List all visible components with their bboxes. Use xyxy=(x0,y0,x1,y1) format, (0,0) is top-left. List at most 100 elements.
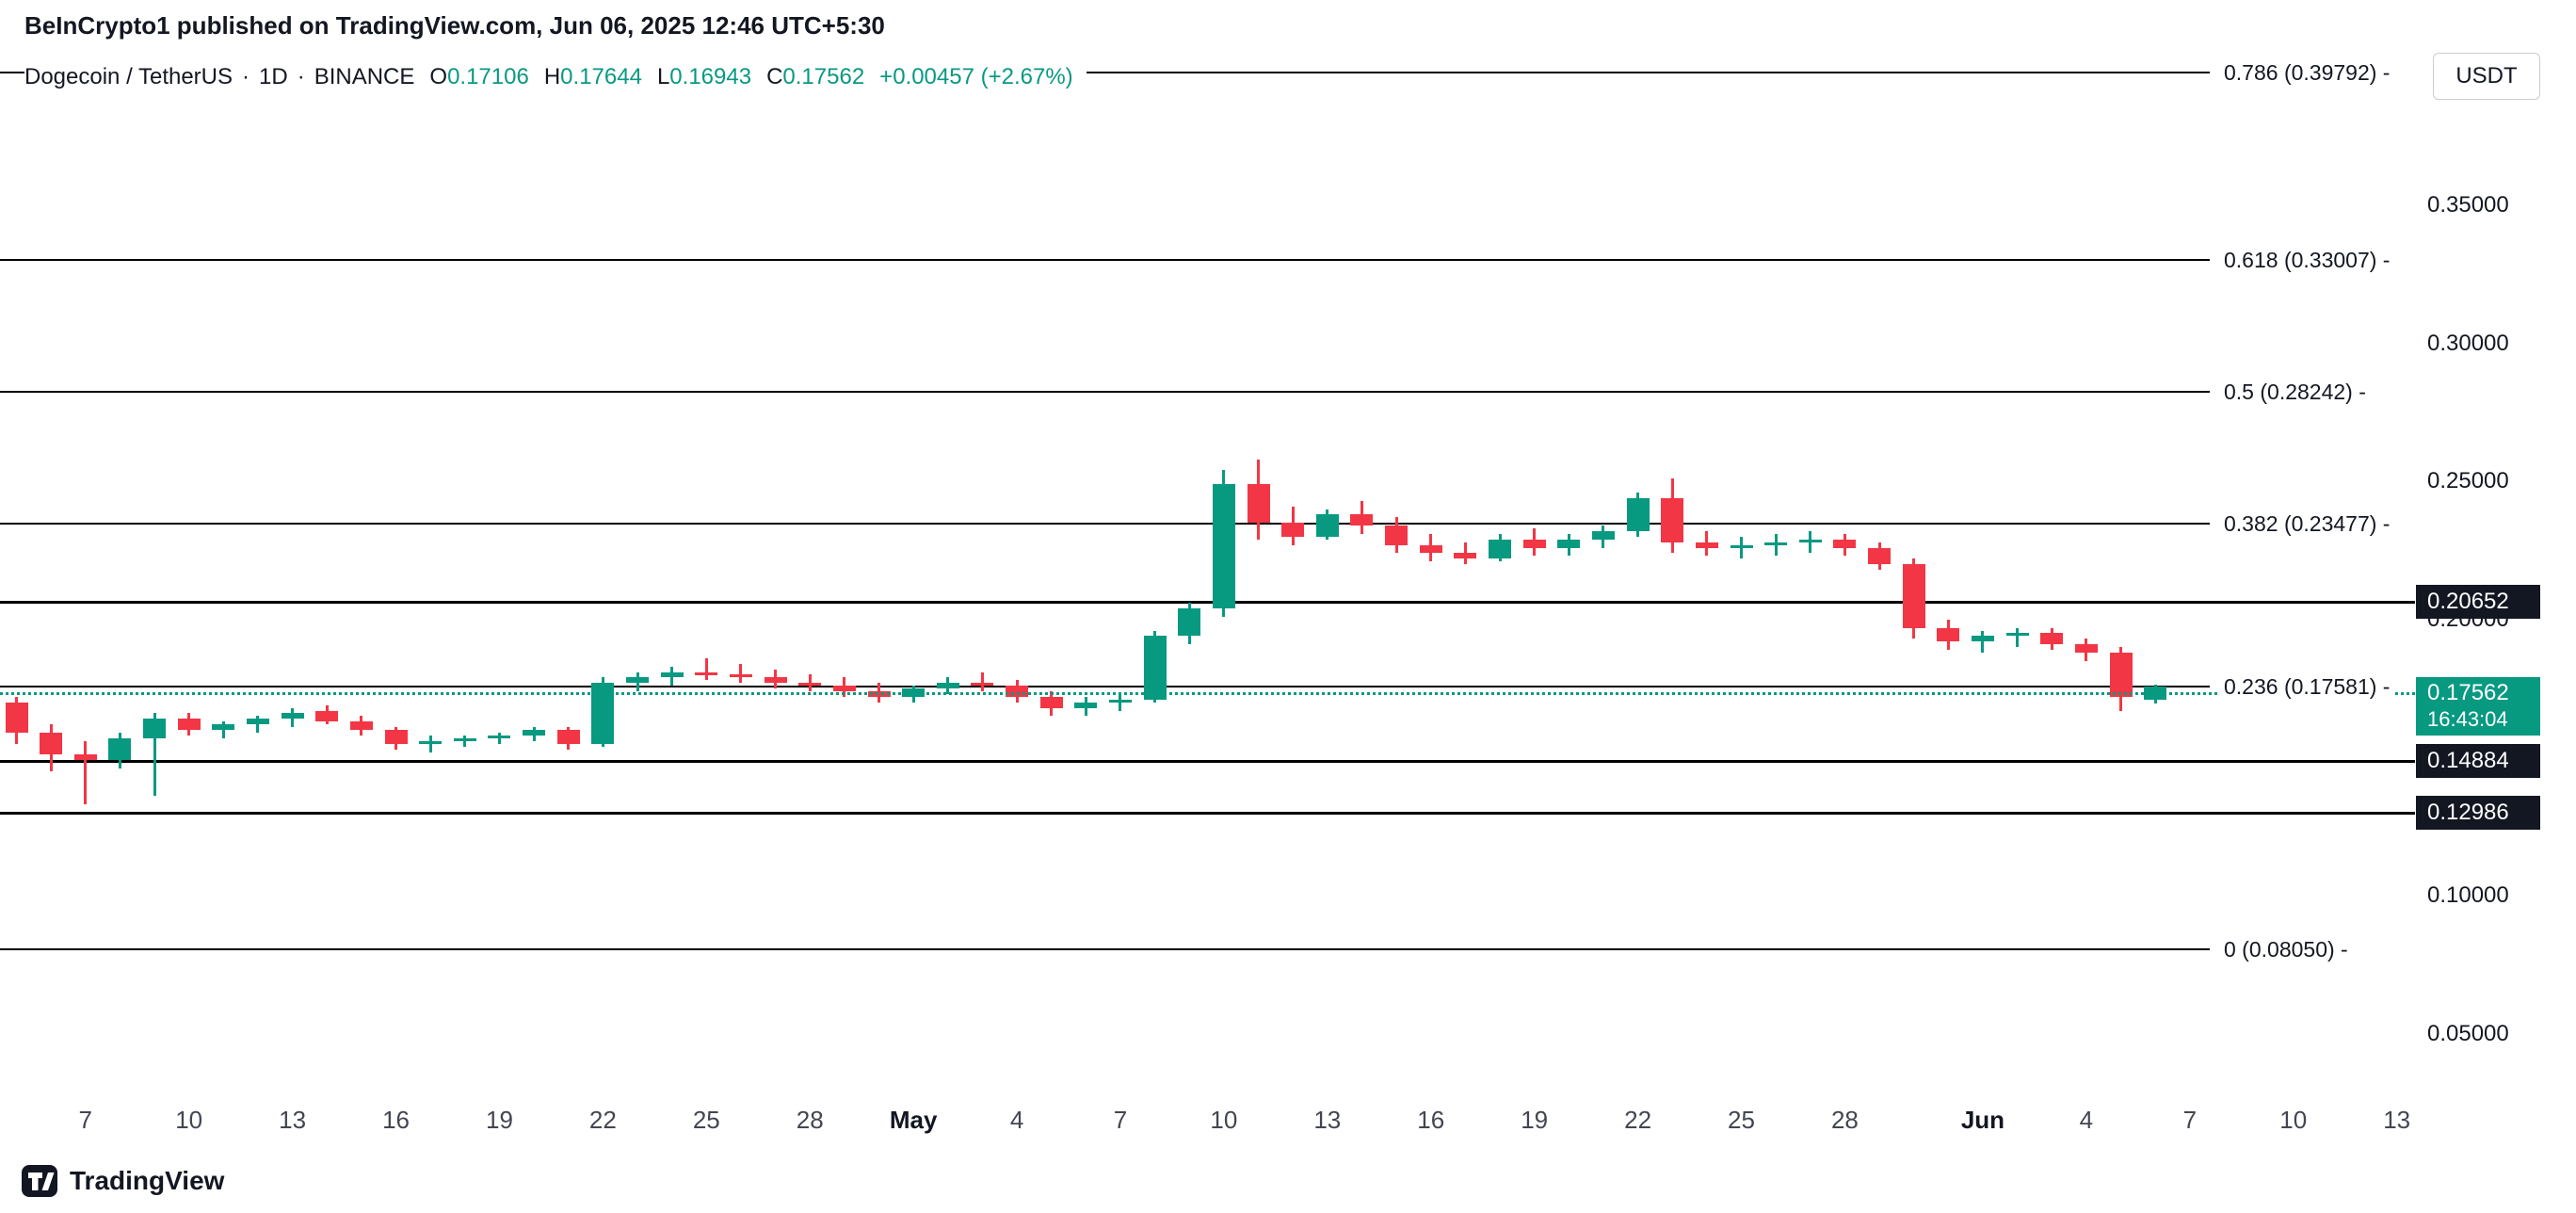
support-resistance-line xyxy=(0,600,2415,604)
time-scale-label: 13 xyxy=(2383,1106,2411,1134)
price-scale-label: 0.35000 xyxy=(2427,192,2509,218)
fib-level-label: 0.5 (0.28242) - xyxy=(2220,378,2370,407)
candle-body xyxy=(1039,696,1063,708)
candle-body xyxy=(1454,553,1477,559)
candle-wick xyxy=(84,740,88,805)
candle-body xyxy=(2074,644,2098,653)
candle-wick xyxy=(980,671,984,692)
high-value: 0.17644 xyxy=(560,64,642,89)
bar-countdown: 16:43:04 xyxy=(2427,707,2508,732)
publisher-note: BeInCrypto1 published on TradingView.com… xyxy=(24,11,885,40)
candle-body xyxy=(1281,523,1305,537)
time-scale-label: 7 xyxy=(2182,1106,2198,1134)
candle-body xyxy=(2040,633,2064,645)
fib-level-line xyxy=(0,948,2210,951)
price-scale-label: 0.25000 xyxy=(2427,468,2509,494)
candle-body xyxy=(1108,699,1132,703)
legend-separator: · xyxy=(297,64,305,89)
candle-body xyxy=(453,737,476,741)
candle-body xyxy=(1833,539,1857,548)
low-letter: L xyxy=(656,64,670,89)
candle-body xyxy=(523,730,546,736)
candle-body xyxy=(1350,514,1374,526)
ohlc-open: O0.17106 xyxy=(429,64,528,90)
close-letter: C xyxy=(766,64,783,89)
ohlc-close: C0.17562 xyxy=(766,64,864,90)
candle-body xyxy=(1937,627,1960,642)
open-value: 0.17106 xyxy=(447,64,529,89)
time-scale-label: 22 xyxy=(1624,1106,1652,1134)
candle-body xyxy=(5,702,28,733)
last-price-badge: 0.17562 16:43:04 xyxy=(2416,677,2540,736)
time-scale-label: 13 xyxy=(279,1106,307,1134)
candle-body xyxy=(1730,544,1753,548)
candle-body xyxy=(1385,526,1409,545)
chart-legend[interactable]: Dogecoin / TetherUS · 1D · BINANCE O0.17… xyxy=(24,62,1087,92)
low-value: 0.16943 xyxy=(669,64,752,89)
time-axis[interactable]: 7 10 13 16 19 22 25 28 May 4 7 10 13 16 19 22 25 28 Jun 4 7 1… xyxy=(0,1104,2576,1141)
candle-wick xyxy=(153,713,156,797)
time-scale-label: 16 xyxy=(382,1106,410,1134)
candle-body xyxy=(2005,633,2029,637)
last-price-line xyxy=(0,692,2415,696)
candle-wick xyxy=(2016,627,2020,648)
candle-body xyxy=(1764,542,1788,545)
candle-body xyxy=(143,719,167,738)
candle-body xyxy=(73,754,97,761)
candle-wick xyxy=(221,721,225,738)
candle-body xyxy=(384,730,408,744)
candle-wick xyxy=(704,657,708,681)
price-level-badge: 0.20652 xyxy=(2416,584,2540,619)
tradingview-wordmark[interactable]: TradingView xyxy=(70,1166,225,1195)
candle-body xyxy=(1419,544,1442,554)
high-letter: H xyxy=(543,64,561,89)
ohlc-high: H0.17644 xyxy=(544,64,642,90)
time-scale-label: 16 xyxy=(1417,1106,1445,1134)
price-scale-label: 0.10000 xyxy=(2427,882,2509,908)
candle-body xyxy=(488,735,511,738)
ohlc-low: L0.16943 xyxy=(657,64,751,90)
symbol-title[interactable]: Dogecoin / TetherUS xyxy=(24,64,233,89)
candle-body xyxy=(1143,636,1167,700)
fib-level-label: 0.786 (0.39792) - xyxy=(2220,58,2394,88)
candle-body xyxy=(1212,484,1235,609)
time-scale-label: May xyxy=(889,1106,938,1134)
footer: TradingView xyxy=(21,1162,224,1200)
fib-level-line xyxy=(0,391,2210,394)
price-scale-label: 0.05000 xyxy=(2427,1020,2509,1046)
tradingview-logo-icon[interactable] xyxy=(21,1162,58,1200)
candle-body xyxy=(936,683,959,689)
fib-level-label: 0.618 (0.33007) - xyxy=(2220,246,2394,275)
fib-level-label: 0.382 (0.23477) - xyxy=(2220,509,2394,538)
time-scale-label: Jun xyxy=(1960,1106,2005,1134)
candle-body xyxy=(971,683,994,687)
currency-button[interactable]: USDT xyxy=(2433,53,2540,100)
change-value: +0.00457 (+2.67%) xyxy=(879,64,1073,89)
time-scale-label: 25 xyxy=(1728,1106,1755,1134)
fib-level-line xyxy=(0,522,2210,525)
candle-body xyxy=(246,719,269,725)
interval-label[interactable]: 1D xyxy=(259,64,288,89)
time-scale-label: 19 xyxy=(485,1106,513,1134)
candle-body xyxy=(349,721,373,731)
open-letter: O xyxy=(429,64,448,89)
price-scale-label: 0.30000 xyxy=(2427,330,2509,356)
time-scale-label: 7 xyxy=(1113,1106,1128,1134)
time-scale-label: 7 xyxy=(78,1106,92,1134)
time-scale-label: 13 xyxy=(1313,1106,1342,1134)
candle-body xyxy=(556,730,580,744)
candle-body xyxy=(1971,636,1994,642)
time-scale-label: 19 xyxy=(1521,1106,1549,1134)
candle-body xyxy=(281,713,304,720)
fib-level-line xyxy=(0,685,2210,687)
candle-body xyxy=(315,710,339,722)
candle-body xyxy=(40,733,63,755)
time-scale-label: 10 xyxy=(175,1106,203,1134)
candle-body xyxy=(108,737,132,761)
time-scale-label: 28 xyxy=(1830,1106,1859,1134)
time-scale-label: 22 xyxy=(588,1106,617,1134)
candle-body xyxy=(212,724,235,731)
candle-body xyxy=(764,677,787,684)
